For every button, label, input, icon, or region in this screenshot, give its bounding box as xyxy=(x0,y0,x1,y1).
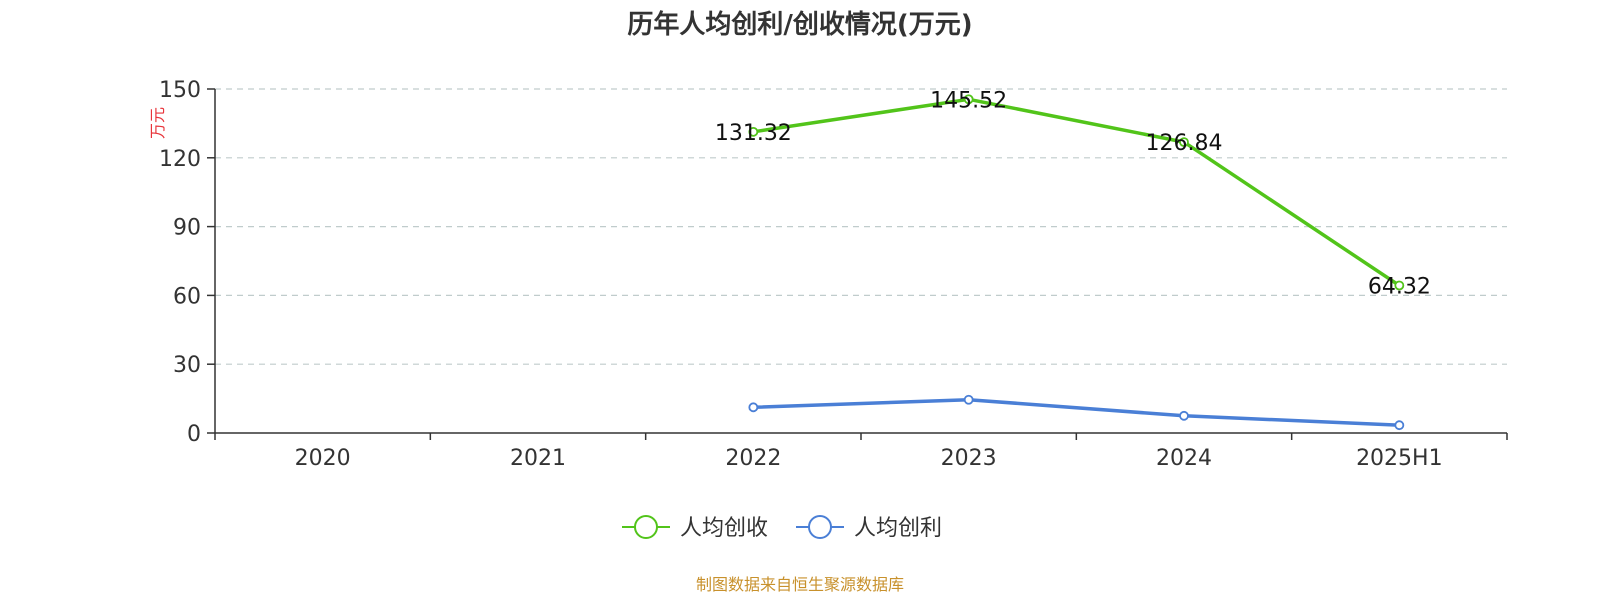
legend-item-2: 人均创利 xyxy=(796,515,942,541)
legend-label: 人均创收 xyxy=(680,516,768,541)
data-point xyxy=(1179,410,1189,421)
data-label: 145.52 xyxy=(930,88,1007,113)
legend-marker-icon xyxy=(634,515,658,539)
legend-item-1: 人均创收 xyxy=(622,515,768,541)
data-point xyxy=(963,94,974,105)
series-group xyxy=(748,94,1405,431)
y-tick-label: 150 xyxy=(159,78,201,103)
x-tick-label: 2025H1 xyxy=(1356,446,1443,471)
x-tick-label: 2022 xyxy=(725,446,781,471)
y-axis-unit-label: 万元 xyxy=(148,107,167,139)
data-label: 131.32 xyxy=(715,121,792,146)
data-point xyxy=(748,126,759,137)
y-tick-label: 30 xyxy=(173,353,201,378)
data-labels: 131.32 145.52 126.84 64.32 xyxy=(715,88,1431,299)
x-tick-label: 2024 xyxy=(1156,446,1212,471)
legend: 人均创收 人均创利 xyxy=(622,515,942,541)
legend-label: 人均创利 xyxy=(854,516,942,541)
y-tick-label: 120 xyxy=(159,147,201,172)
y-tick-label: 0 xyxy=(187,422,201,447)
data-label: 64.32 xyxy=(1368,274,1431,299)
chart-title: 历年人均创利/创收情况(万元) xyxy=(627,9,972,40)
data-point xyxy=(1179,137,1189,148)
x-tick-label: 2021 xyxy=(510,446,566,471)
legend-marker-icon xyxy=(808,515,832,539)
series-line-2 xyxy=(753,397,1400,427)
x-tick-label: 2023 xyxy=(941,446,997,471)
x-axis-ticks: 2020 2021 2022 2023 2024 2025H1 xyxy=(214,433,1508,471)
x-tick-label: 2020 xyxy=(295,446,351,471)
data-point xyxy=(1394,420,1405,431)
data-point xyxy=(748,402,759,413)
axes xyxy=(214,89,1507,434)
series-line-1 xyxy=(753,97,1401,287)
data-point xyxy=(963,394,974,405)
y-tick-label: 90 xyxy=(173,216,201,241)
data-label: 126.84 xyxy=(1146,131,1223,156)
data-point xyxy=(1394,280,1405,291)
y-axis-ticks: 0 30 60 90 120 150 xyxy=(159,78,215,447)
y-tick-label: 60 xyxy=(173,284,201,309)
source-note: 制图数据来自恒生聚源数据库 xyxy=(696,575,904,594)
